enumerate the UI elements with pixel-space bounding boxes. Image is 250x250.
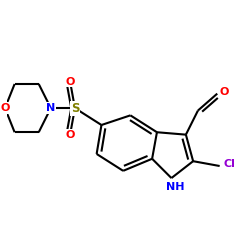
Text: Cl: Cl <box>223 158 235 168</box>
Text: O: O <box>66 130 75 140</box>
Text: O: O <box>220 88 229 98</box>
Text: N: N <box>46 103 56 113</box>
Text: O: O <box>66 76 75 86</box>
Text: S: S <box>71 102 79 114</box>
Text: O: O <box>0 103 10 113</box>
Text: NH: NH <box>166 182 184 192</box>
